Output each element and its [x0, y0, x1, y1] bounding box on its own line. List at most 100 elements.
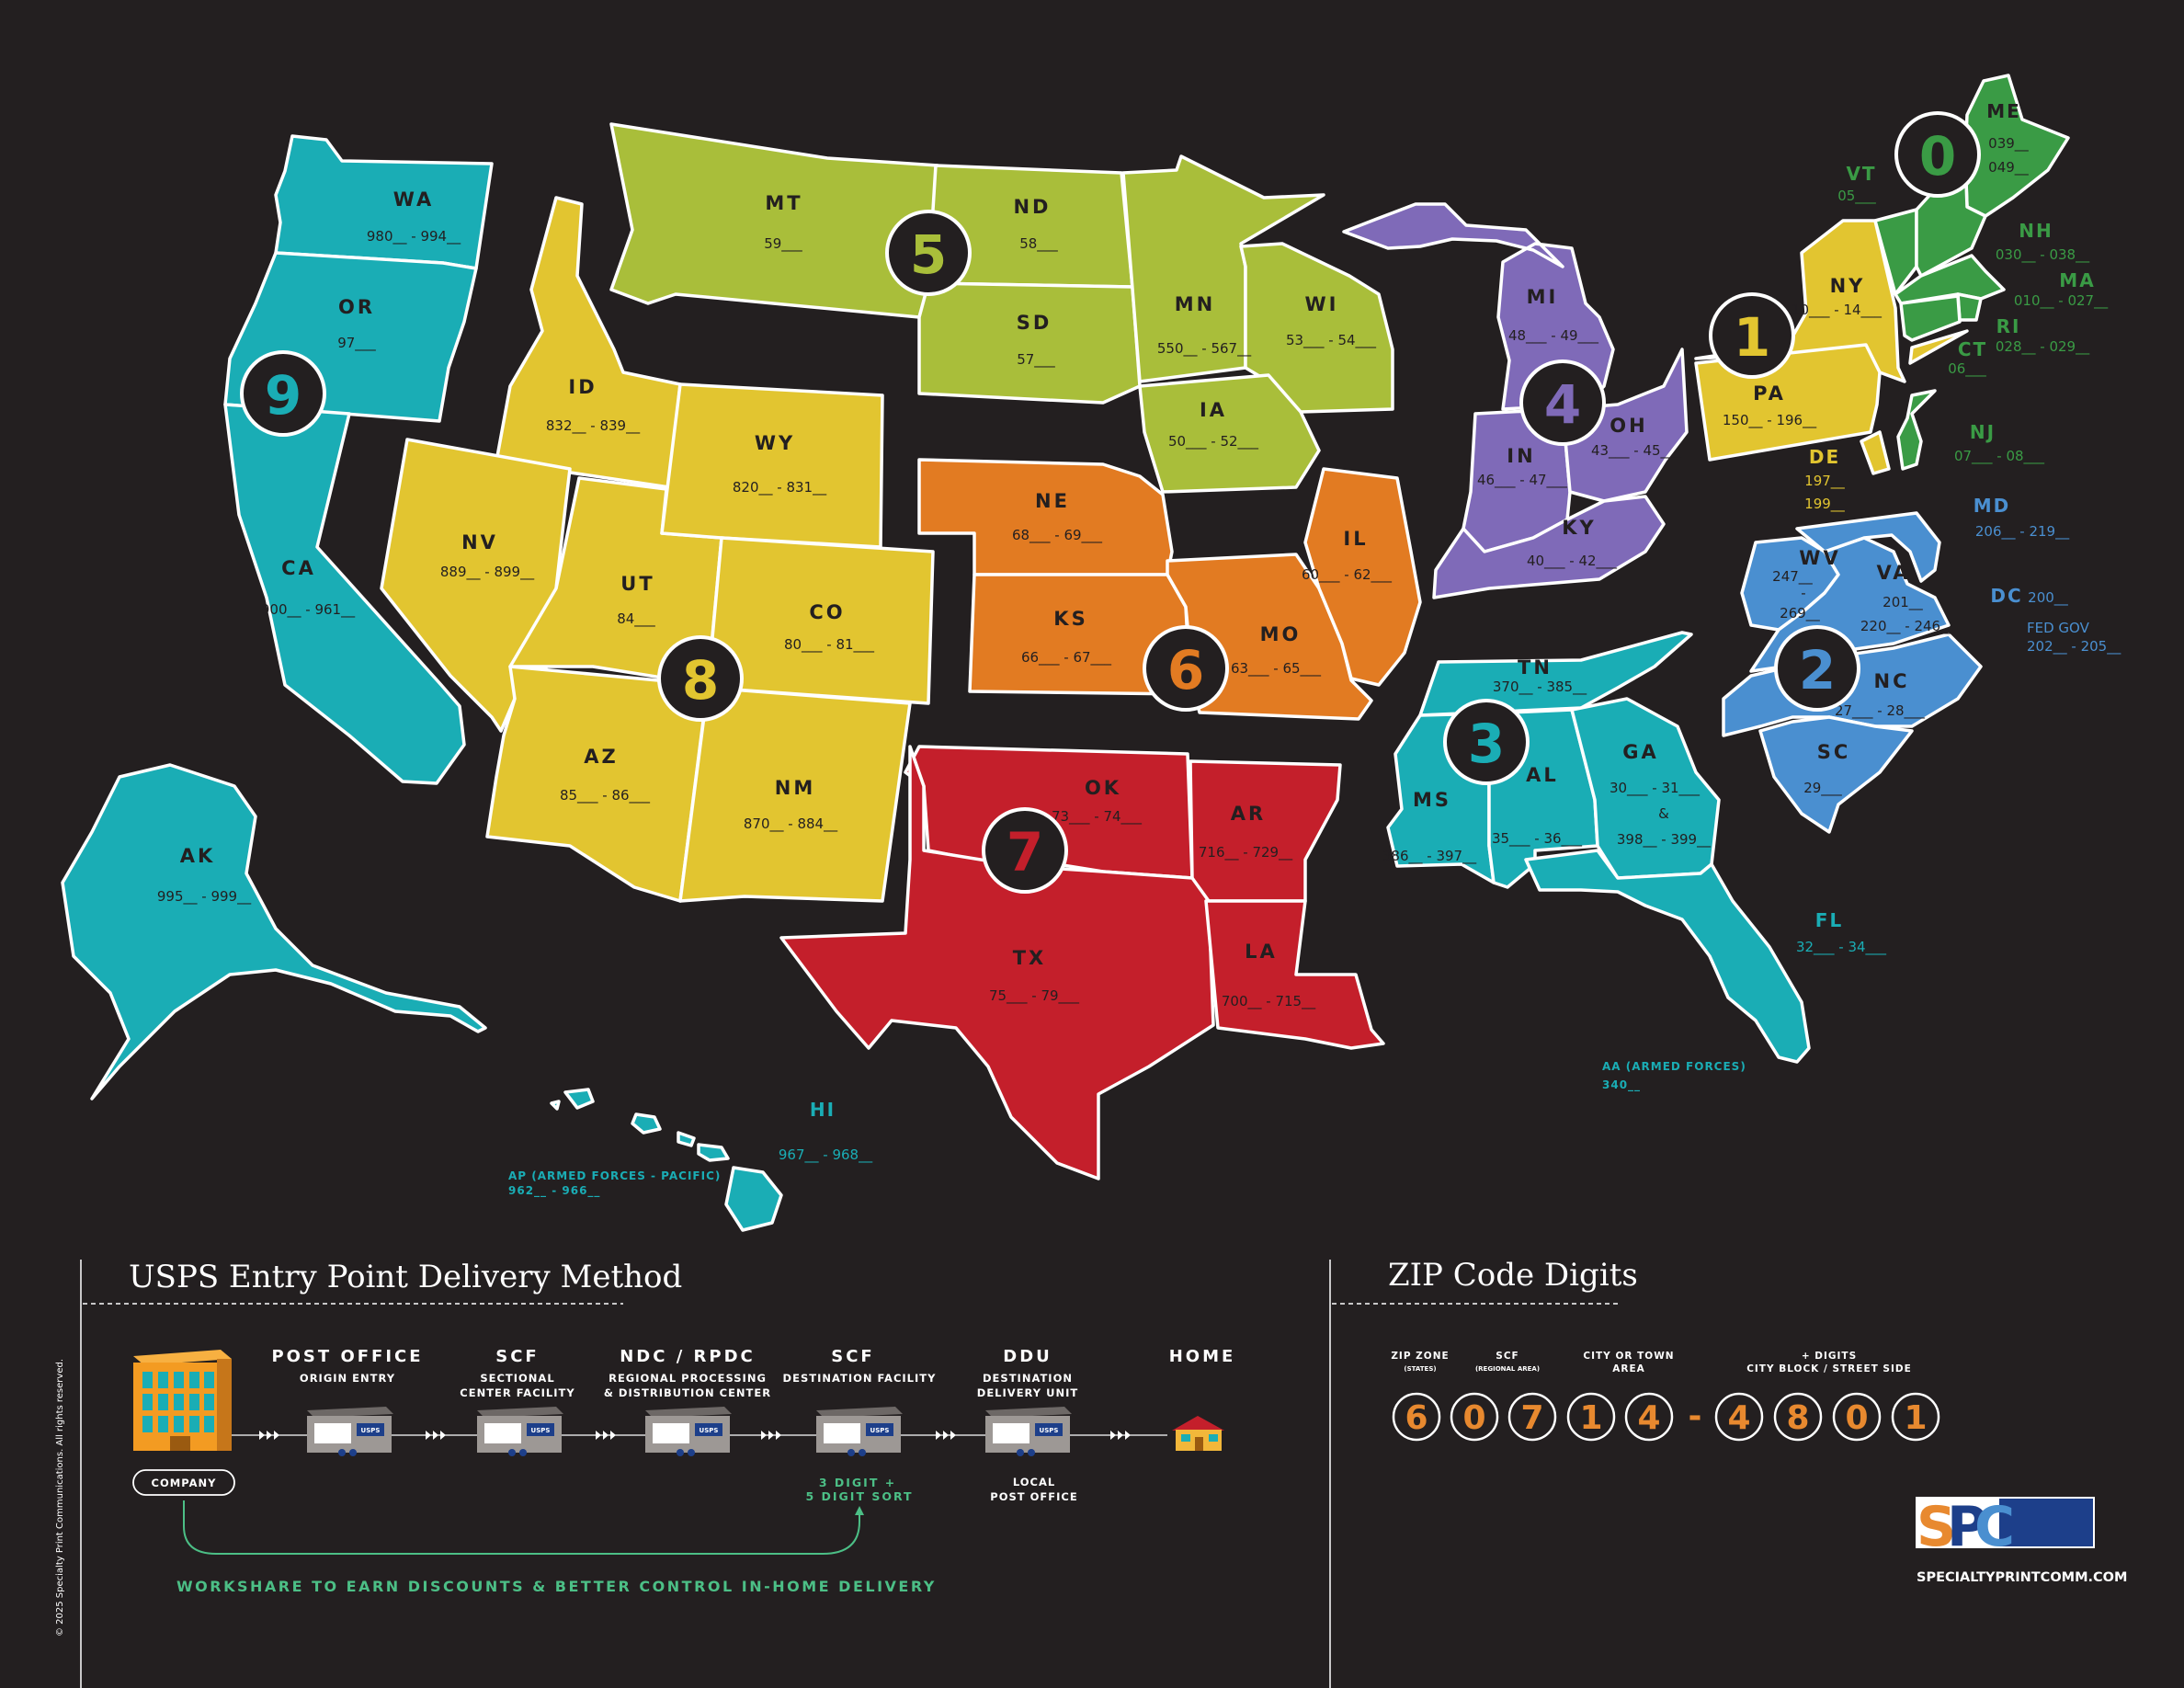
state-ne [917, 458, 1174, 576]
label-tn: TN [1518, 656, 1553, 679]
zip-panel: ZIP Code Digits ZIP ZONE (STATES) SCF (R… [1329, 1257, 2127, 1688]
svg-text:7: 7 [1520, 1399, 1543, 1437]
zip-digit-8: 0 [1832, 1392, 1882, 1442]
range-nd: 58___ [1019, 235, 1058, 253]
label-ut: UT [620, 573, 654, 595]
label-ms: MS [1413, 789, 1451, 811]
zone-badge-1: 1 [1709, 292, 1795, 379]
range-va-2: 220__ - 246__ [1860, 618, 1955, 635]
state-oh [1561, 348, 1689, 503]
step-label-post-office: POST OFFICE [271, 1347, 423, 1366]
zip-digit-5: 4 [1624, 1392, 1674, 1442]
svg-text:P: P [1947, 1495, 1985, 1559]
svg-text:1: 1 [1904, 1399, 1927, 1437]
step-sub-ddu-1: DESTINATION [983, 1372, 1073, 1385]
range-wi: 53___ - 54___ [1286, 332, 1377, 349]
label-sc: SC [1817, 741, 1851, 763]
label-va: VA [1876, 562, 1910, 584]
label-ga: GA [1622, 741, 1659, 763]
zip-digit-6: 4 [1714, 1392, 1764, 1442]
label-ar: AR [1231, 803, 1266, 825]
zip-digit-9: 1 [1891, 1392, 1940, 1442]
label-il: IL [1343, 528, 1368, 550]
range-de-1: 197__ [1804, 473, 1845, 490]
label-vt: VT [1846, 163, 1876, 185]
label-wa: WA [393, 188, 434, 211]
label-la: LA [1245, 941, 1278, 963]
label-al: AL [1526, 764, 1559, 786]
sort-note-2: 5 DIGIT SORT [805, 1489, 913, 1503]
svg-text:USPS: USPS [531, 1427, 551, 1434]
zone-badge-7: 7 [982, 807, 1068, 894]
state-nm [678, 686, 912, 903]
range-nh: 030__ - 038__ [1996, 246, 2090, 264]
step-label-ndc: NDC / RPDC [620, 1347, 756, 1366]
label-fl: FL [1815, 909, 1843, 931]
state-nj [1896, 389, 1937, 471]
company-label: COMPANY [152, 1477, 217, 1489]
zone-5-states [609, 122, 1394, 494]
svg-text:3: 3 [1468, 713, 1505, 775]
svg-text:5: 5 [910, 223, 947, 286]
zone-badge-3: 3 [1443, 699, 1530, 785]
label-pa: PA [1753, 382, 1786, 405]
label-wy: WY [755, 432, 795, 454]
svg-text:4: 4 [1727, 1399, 1750, 1437]
range-ok: 73___ - 74___ [1052, 808, 1143, 826]
aa-range: 340__ [1602, 1078, 1641, 1092]
range-id: 832__ - 839__ [546, 417, 641, 435]
range-ks: 66___ - 67___ [1021, 649, 1112, 667]
zone-badge-2: 2 [1774, 625, 1860, 712]
range-oh: 43___ - 45___ [1591, 442, 1682, 460]
zip-digit-3: 7 [1507, 1392, 1557, 1442]
range-sc: 29___ [1803, 780, 1842, 797]
range-nc: 27___ - 28___ [1835, 702, 1926, 720]
svg-text:2: 2 [1799, 639, 1836, 701]
ap-range: 962__ - 966__ [508, 1184, 600, 1198]
state-md [1795, 511, 1941, 583]
long-island [1908, 329, 1969, 365]
label-ri: RI [1996, 315, 2021, 337]
label-ia: IA [1200, 399, 1227, 421]
range-wy: 820__ - 831__ [733, 479, 827, 496]
scf-icon: USPS [477, 1407, 563, 1456]
range-mi: 48___ - 49___ [1508, 327, 1599, 345]
scf-destination-icon: USPS [816, 1407, 903, 1456]
zip-zone-sub: (STATES) [1404, 1365, 1436, 1373]
label-ok: OK [1085, 777, 1121, 799]
range-co: 80___ - 81___ [784, 636, 875, 654]
sort-note-1: 3 DIGIT + [819, 1476, 896, 1489]
range-wv-dash: - [1801, 585, 1805, 601]
svg-text:USPS: USPS [700, 1427, 719, 1434]
svg-text:7: 7 [1007, 821, 1043, 884]
label-ak: AK [180, 845, 216, 867]
company-building-icon [133, 1350, 232, 1451]
zone-badge-8: 8 [657, 635, 744, 722]
zone-9-states [61, 134, 783, 1232]
step-sub-scf-2: CENTER FACILITY [460, 1386, 574, 1399]
range-tx: 75___ - 79___ [989, 987, 1080, 1005]
zone-badge-4: 4 [1519, 359, 1606, 446]
state-tn [1418, 631, 1693, 717]
zone-0-states [1873, 74, 2070, 471]
state-wi [1239, 242, 1394, 414]
label-ks: KS [1053, 608, 1087, 630]
state-ri [1956, 292, 1983, 322]
svg-text:USPS: USPS [1040, 1427, 1059, 1434]
state-ca [223, 403, 466, 785]
svg-text:S: S [1917, 1495, 1952, 1559]
state-sd [917, 281, 1142, 405]
zip-title: ZIP Code Digits [1388, 1257, 1638, 1294]
range-ky: 40___ - 42___ [1527, 553, 1618, 570]
home-icon [1172, 1416, 1224, 1451]
label-nh: NH [2019, 220, 2053, 242]
label-nc: NC [1874, 670, 1910, 692]
range-fl: 32___ - 34___ [1796, 939, 1887, 956]
zip-dash: - [1689, 1397, 1702, 1435]
range-md: 206__ - 219__ [1975, 523, 2070, 541]
range-me-2: 049__ [1988, 159, 2029, 177]
label-ne: NE [1035, 490, 1070, 512]
step-sub-ndc-2: & DISTRIBUTION CENTER [604, 1386, 771, 1399]
range-sd: 57___ [1017, 351, 1055, 369]
